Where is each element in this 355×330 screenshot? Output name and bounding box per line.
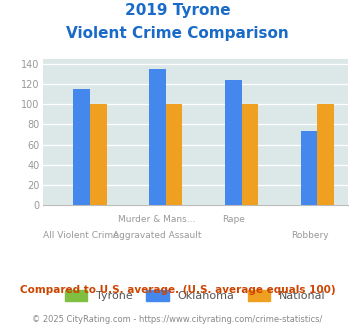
Text: Rape: Rape [222, 214, 245, 223]
Bar [90, 105, 106, 205]
Text: 2019 Tyrone: 2019 Tyrone [125, 3, 230, 18]
Text: All Violent Crime: All Violent Crime [43, 231, 119, 240]
Bar [149, 69, 166, 205]
Bar [317, 105, 334, 205]
Bar [225, 81, 241, 205]
Bar [73, 89, 90, 205]
Text: Aggravated Assault: Aggravated Assault [113, 231, 201, 240]
Text: Violent Crime Comparison: Violent Crime Comparison [66, 26, 289, 41]
Text: Robbery: Robbery [291, 231, 328, 240]
Bar [241, 105, 258, 205]
Bar [166, 105, 182, 205]
Text: Murder & Mans...: Murder & Mans... [119, 214, 196, 223]
Text: © 2025 CityRating.com - https://www.cityrating.com/crime-statistics/: © 2025 CityRating.com - https://www.city… [32, 315, 323, 324]
Text: Compared to U.S. average. (U.S. average equals 100): Compared to U.S. average. (U.S. average … [20, 285, 335, 295]
Bar [301, 131, 317, 205]
Legend: Tyrone, Oklahoma, National: Tyrone, Oklahoma, National [61, 286, 330, 306]
